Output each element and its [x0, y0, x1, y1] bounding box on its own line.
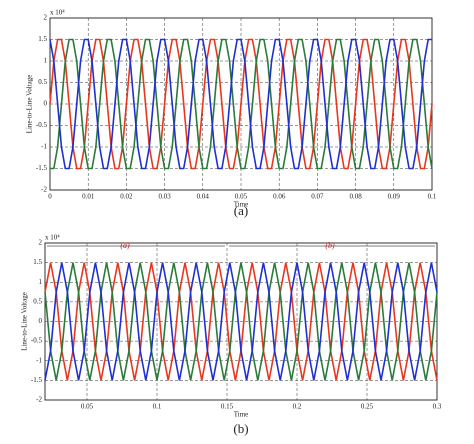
caption: (b)	[233, 421, 248, 436]
series-line	[50, 38, 433, 170]
caption: (a)	[234, 203, 248, 218]
series-line	[44, 262, 438, 381]
y-tick-label: 1	[44, 57, 48, 65]
y-axis-label: Line-to-Line Voltage	[26, 75, 34, 134]
series-line	[49, 38, 433, 170]
y-axis-label: Line-to-Line Voltage	[21, 292, 29, 351]
x-tick-label: 0.06	[273, 193, 286, 201]
y-tick-label: -0.5	[31, 337, 43, 345]
x-axis-label: Time	[234, 411, 249, 419]
x-tick-label: 0.04	[197, 193, 210, 201]
y-tick-label: -1	[41, 143, 47, 151]
x-tick-label: 0.02	[120, 193, 133, 201]
y-tick-label: 2	[39, 239, 43, 247]
x-tick-label: 0.1	[153, 403, 162, 411]
annotation: (b)	[325, 241, 335, 250]
y-tick-label: 2	[44, 14, 48, 22]
y-tick-label: 1.5	[38, 35, 47, 43]
y-multiplier: x 10⁴	[50, 9, 65, 17]
y-tick-label: 1.5	[33, 258, 42, 266]
x-tick-label: 0.09	[388, 193, 401, 201]
y-tick-label: 0	[39, 317, 43, 325]
y-tick-label: 0.5	[33, 297, 42, 305]
x-tick-label: 0.1	[428, 193, 437, 201]
y-tick-label: 0	[44, 100, 48, 108]
x-tick-label: 0.03	[158, 193, 171, 201]
x-tick-label: 0.2	[293, 403, 302, 411]
annotation: (a)	[120, 241, 130, 250]
x-tick-label: 0.07	[311, 193, 324, 201]
x-axis-label: Time	[234, 201, 249, 209]
y-tick-label: -2	[41, 186, 47, 194]
y-tick-label: 1	[39, 278, 43, 286]
x-tick-label: 0.08	[349, 193, 362, 201]
series-line	[44, 262, 438, 381]
x-tick-label: 0.3	[433, 403, 442, 411]
y-tick-label: 0.5	[38, 78, 47, 86]
x-tick-label: 0.05	[81, 403, 94, 411]
series-line	[49, 38, 432, 170]
y-tick-label: -1	[36, 356, 42, 364]
x-tick-label: 0.15	[221, 403, 234, 411]
x-tick-label: 0	[48, 193, 52, 201]
y-multiplier: x 10⁴	[45, 234, 60, 242]
y-tick-label: -1.5	[31, 376, 43, 384]
x-tick-label: 0.05	[235, 193, 248, 201]
x-tick-label: 0.01	[82, 193, 95, 201]
x-tick-label: 0.25	[361, 403, 374, 411]
y-tick-label: -0.5	[36, 121, 48, 129]
y-tick-label: -1.5	[36, 164, 48, 172]
y-tick-label: -2	[36, 396, 42, 404]
